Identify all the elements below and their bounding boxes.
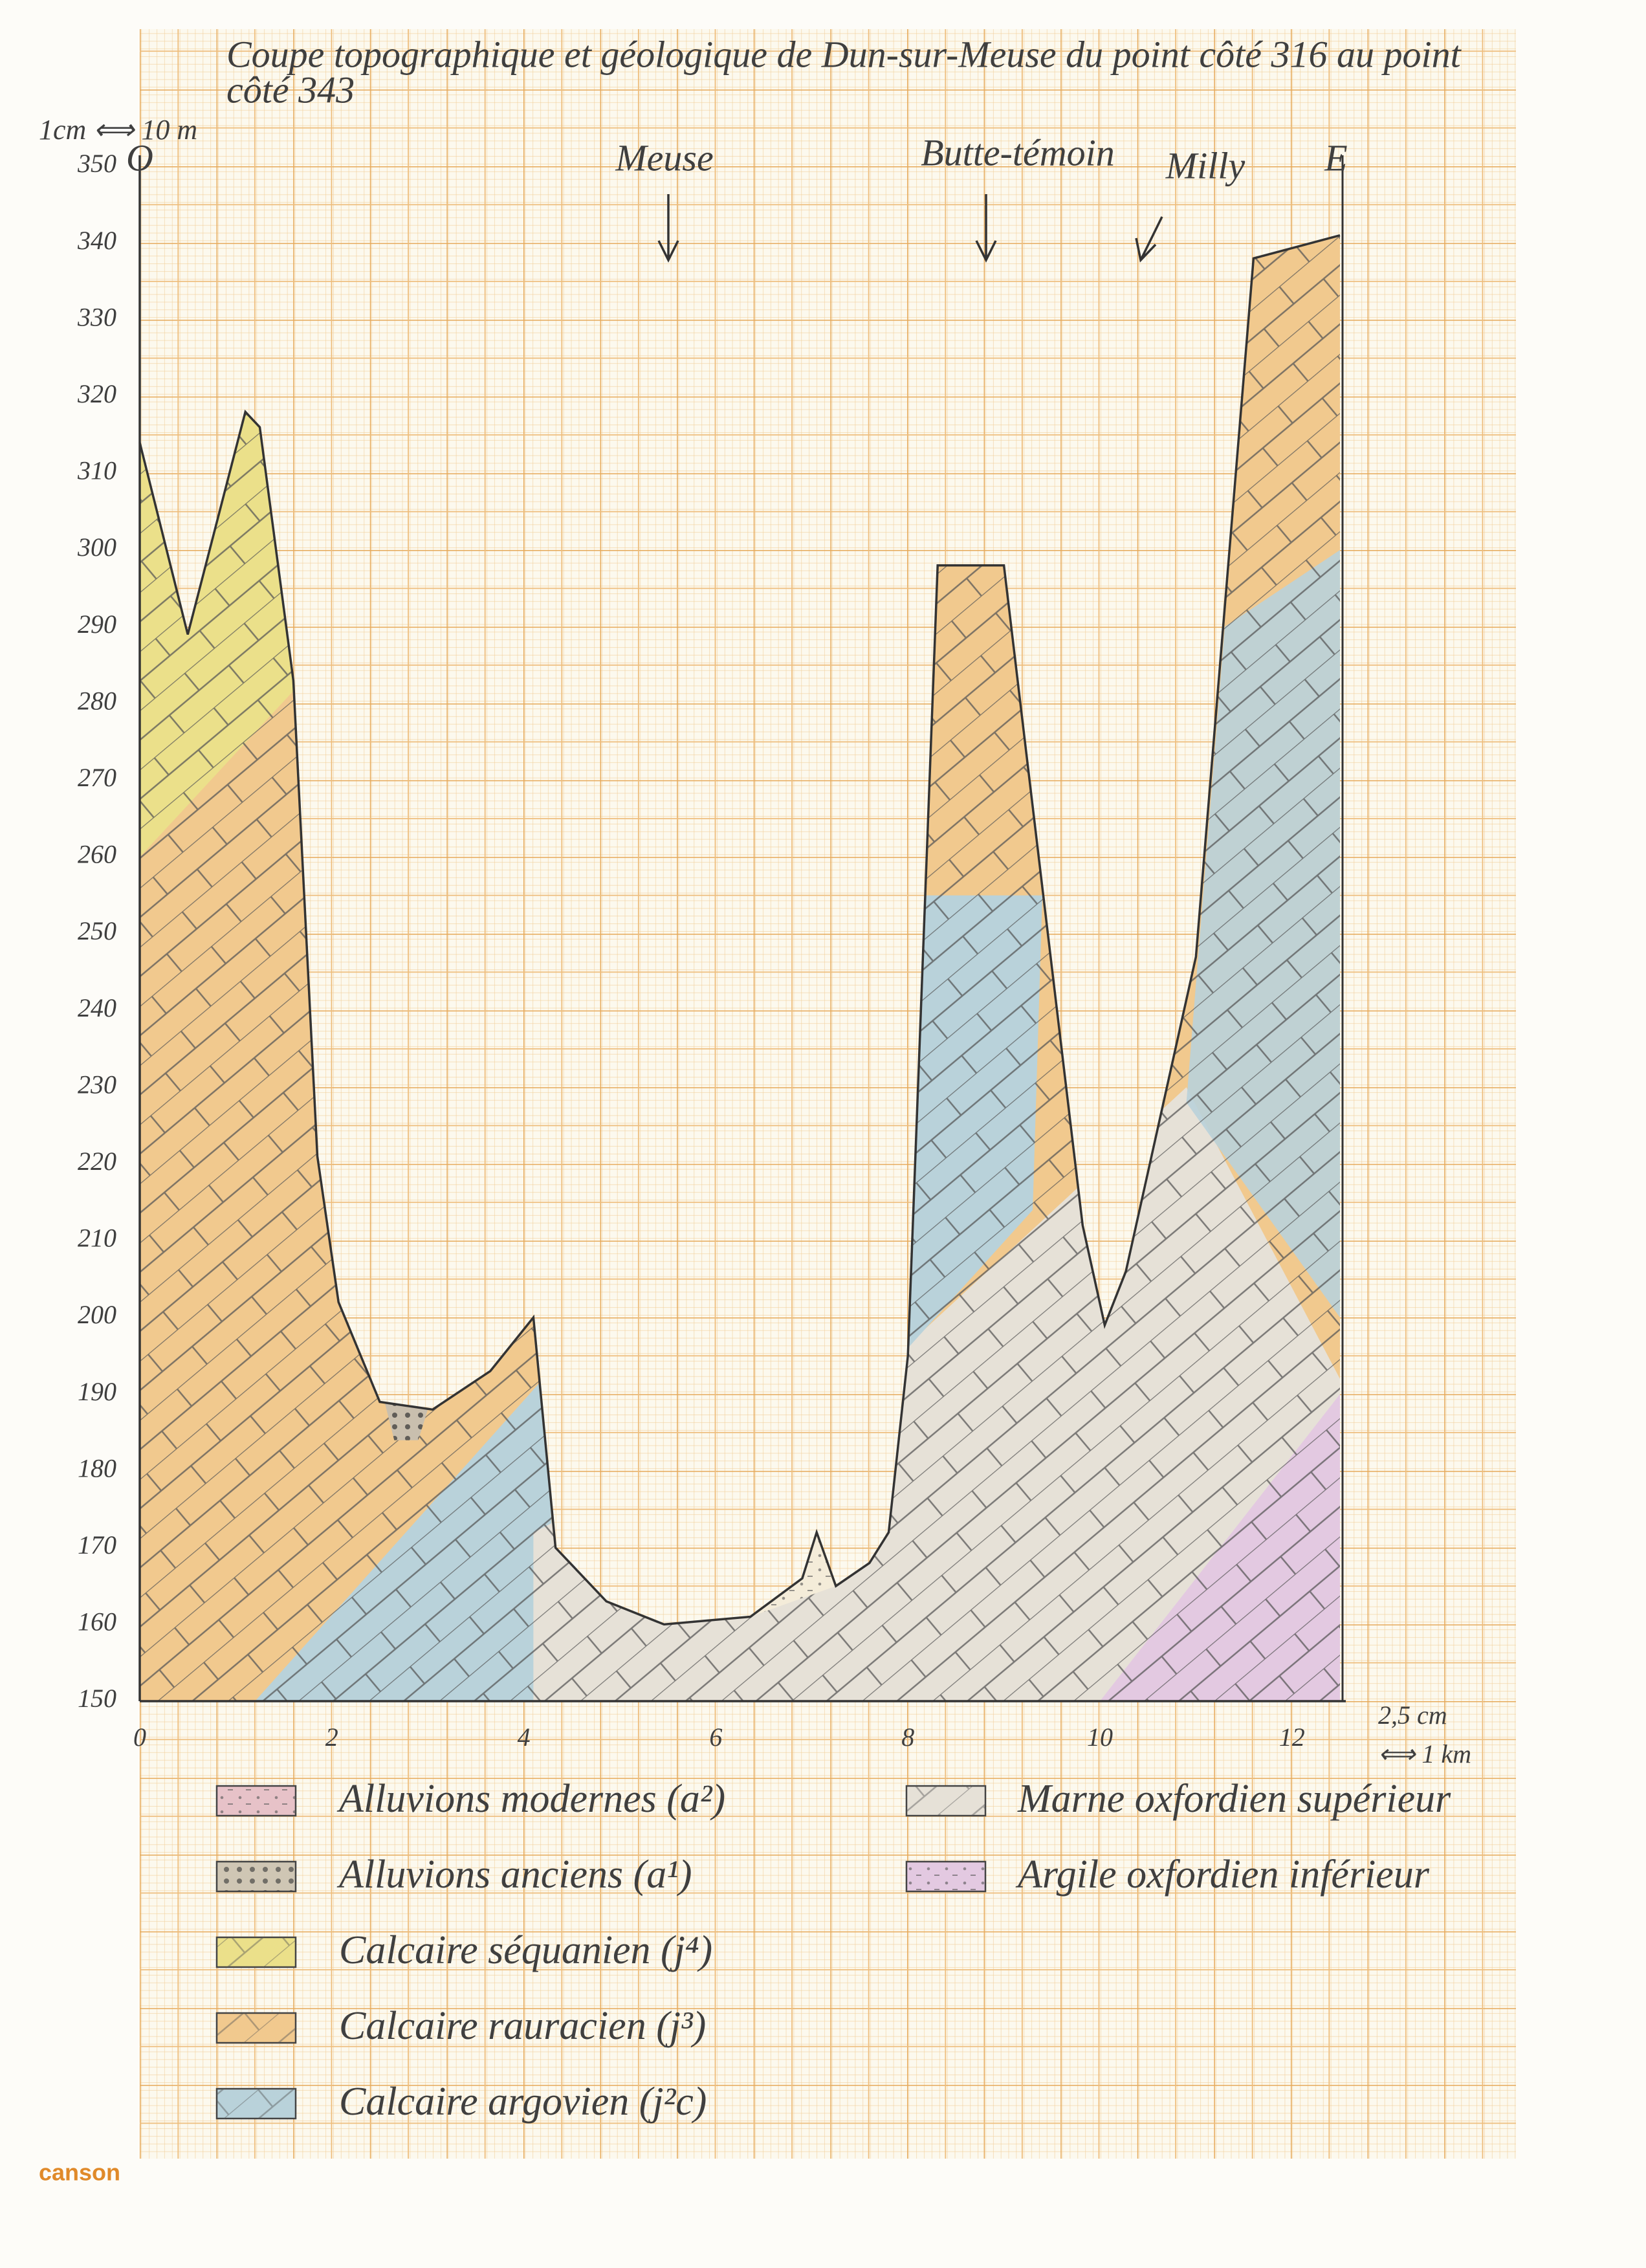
west-label: O	[126, 137, 153, 179]
legend-swatch-texture	[217, 1862, 296, 1891]
legend-label: Argile oxfordien inférieur	[1015, 1853, 1430, 1897]
y-tick-label: 350	[77, 149, 116, 178]
legend-label: Alluvions modernes (a²)	[336, 1777, 725, 1821]
title-line: Coupe topographique et géologique de Dun…	[226, 33, 1462, 75]
topographic-profile	[138, 234, 1341, 1626]
x-tick-label: 6	[709, 1723, 722, 1752]
legend-label: Calcaire rauracien (j³)	[339, 2004, 706, 2048]
hill-label: Butte-témoin	[921, 131, 1115, 173]
y-tick-label: 230	[78, 1070, 116, 1099]
y-tick-label: 190	[78, 1377, 116, 1406]
legend-label: Calcaire argovien (j²c)	[339, 2080, 707, 2124]
scale-bar: 2,5 cm	[1378, 1701, 1447, 1730]
x-tick-label: 4	[518, 1723, 531, 1752]
x-tick-label: 12	[1279, 1723, 1305, 1752]
arrow	[975, 194, 997, 263]
y-tick-label: 300	[77, 533, 116, 562]
alluvions-anciens-texture	[384, 1402, 428, 1440]
scale-bar: ⟺ 1 km	[1378, 1739, 1471, 1768]
legend-swatch-texture	[217, 1786, 296, 1816]
title-line: côté 343	[226, 69, 355, 111]
y-tick-label: 240	[78, 993, 116, 1022]
x-tick-label: 2	[325, 1723, 338, 1752]
x-tick-label: 0	[133, 1723, 146, 1752]
legend-label: Calcaire séquanien (j⁴)	[339, 1928, 712, 1972]
legend-swatch-texture	[217, 2013, 296, 2043]
y-tick-label: 170	[78, 1530, 116, 1559]
brand: canson	[39, 2159, 120, 2186]
y-tick-label: 290	[78, 610, 116, 639]
y-tick-label: 150	[78, 1684, 116, 1713]
river-label: Meuse	[615, 137, 713, 179]
legend-label: Marne oxfordien supérieur	[1017, 1777, 1451, 1821]
y-tick-label: 210	[78, 1224, 116, 1253]
y-tick-label: 270	[78, 763, 116, 792]
arrows	[657, 194, 1163, 263]
y-tick-label: 320	[77, 379, 116, 408]
legend-swatch-texture	[906, 1862, 985, 1891]
y-tick-label: 340	[77, 226, 116, 255]
arrow	[657, 194, 679, 263]
x-tick-label: 10	[1087, 1723, 1113, 1752]
y-tick-label: 160	[78, 1607, 116, 1636]
legend-swatch-texture	[217, 1937, 296, 1967]
y-tick-label: 200	[78, 1300, 116, 1329]
legend: Alluvions modernes (a²) Alluvions anciens…	[215, 1777, 1451, 2124]
y-tick-label: 330	[77, 302, 116, 331]
y-tick-label: 310	[77, 456, 116, 485]
y-tick-label: 220	[78, 1147, 116, 1176]
scale-note: 1cm ⟺ 10 m	[39, 114, 197, 146]
x-tick-label: 8	[901, 1723, 914, 1752]
east-label: E	[1324, 137, 1347, 179]
legend-swatch-texture	[217, 2089, 296, 2119]
legend-label: Alluvions anciens (a¹)	[336, 1853, 692, 1897]
y-tick-label: 260	[78, 840, 116, 869]
y-tick-label: 250	[78, 916, 116, 945]
arrow	[1135, 216, 1163, 263]
y-tick-label: 180	[78, 1453, 116, 1482]
y-tick-label: 280	[78, 686, 116, 715]
village-label: Milly	[1165, 144, 1245, 186]
legend-swatch-texture	[906, 1786, 985, 1816]
